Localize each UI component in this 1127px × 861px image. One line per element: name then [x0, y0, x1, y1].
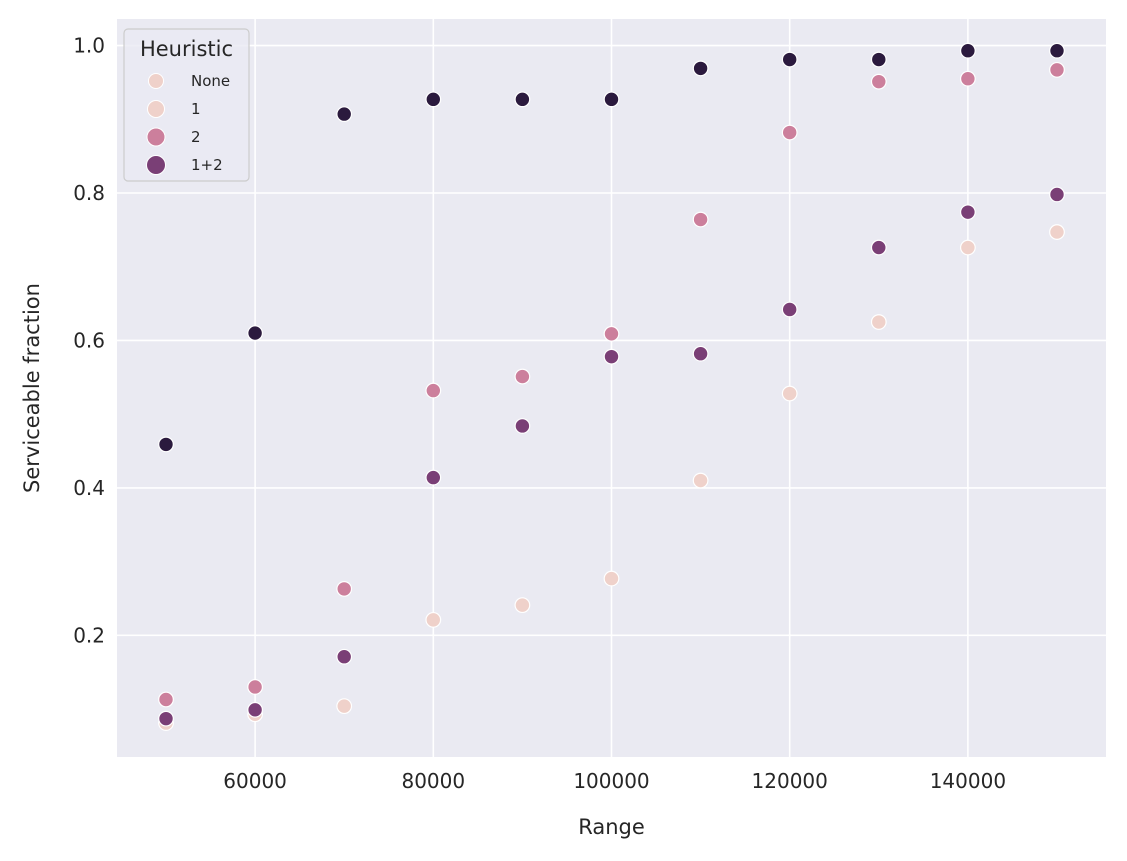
data-point	[603, 348, 620, 365]
data-point	[336, 648, 353, 665]
x-tick-label: 100000	[573, 769, 649, 793]
data-point	[158, 691, 174, 708]
data-point	[870, 314, 887, 330]
y-tick-label: 1.0	[73, 34, 105, 58]
data-point	[781, 51, 798, 68]
data-point	[959, 70, 976, 87]
x-tick-label: 60000	[223, 769, 287, 793]
legend-marker	[146, 127, 166, 147]
legend-marker	[147, 100, 165, 118]
legend-entry-label: 1	[191, 100, 201, 118]
data-point	[514, 597, 531, 614]
data-point	[870, 239, 887, 256]
data-point	[514, 368, 531, 385]
data-point	[781, 124, 798, 141]
data-point	[870, 51, 887, 68]
data-point	[425, 382, 442, 399]
data-point	[336, 106, 353, 123]
data-point	[959, 204, 976, 221]
legend-entry-label: None	[191, 72, 230, 90]
data-point	[336, 698, 353, 715]
data-point	[692, 472, 709, 489]
data-point	[425, 91, 442, 108]
legend-marker	[148, 73, 164, 89]
legend-entry-label: 2	[191, 128, 201, 146]
data-point	[692, 345, 709, 362]
y-tick-label: 0.6	[73, 328, 105, 352]
legend-items: None 1 2 1+2	[146, 72, 230, 175]
legend-title: Heuristic	[140, 37, 233, 61]
data-point	[336, 581, 353, 597]
data-point	[425, 611, 442, 628]
data-point	[1049, 42, 1065, 59]
legend-entry-label: 1+2	[191, 156, 223, 174]
y-tick-label: 0.4	[73, 476, 105, 500]
y-tick-label: 0.8	[73, 181, 105, 205]
legend-marker	[146, 155, 166, 175]
data-point	[514, 91, 531, 108]
data-point	[158, 710, 174, 727]
data-point	[603, 325, 620, 342]
data-point	[1049, 186, 1065, 203]
data-point	[603, 91, 620, 108]
data-point	[158, 436, 174, 453]
data-point	[959, 42, 976, 59]
y-axis-label: Serviceable fraction	[20, 283, 44, 493]
data-point	[692, 211, 709, 228]
x-tick-label: 120000	[752, 769, 828, 793]
data-point	[781, 385, 798, 402]
y-tick-label: 0.2	[73, 623, 105, 647]
data-point	[870, 73, 887, 90]
legend: Heuristic None 1 2 1+2	[123, 28, 250, 182]
data-point	[425, 469, 442, 486]
data-points	[158, 42, 1065, 731]
x-tick-label: 80000	[401, 769, 465, 793]
data-point	[514, 418, 531, 434]
data-point	[247, 701, 264, 718]
data-point	[1049, 61, 1065, 78]
x-axis-label: Range	[578, 815, 645, 839]
data-point	[1049, 224, 1065, 240]
data-point	[603, 570, 620, 587]
data-point	[692, 60, 709, 77]
data-point	[781, 301, 798, 318]
data-point	[247, 325, 264, 341]
data-point	[247, 679, 264, 695]
data-point	[959, 239, 976, 256]
tick-labels: 60000 80000 100000 120000 140000 0.2 0.4 0.6 0.8…	[73, 34, 1006, 793]
x-tick-label: 140000	[930, 769, 1006, 793]
